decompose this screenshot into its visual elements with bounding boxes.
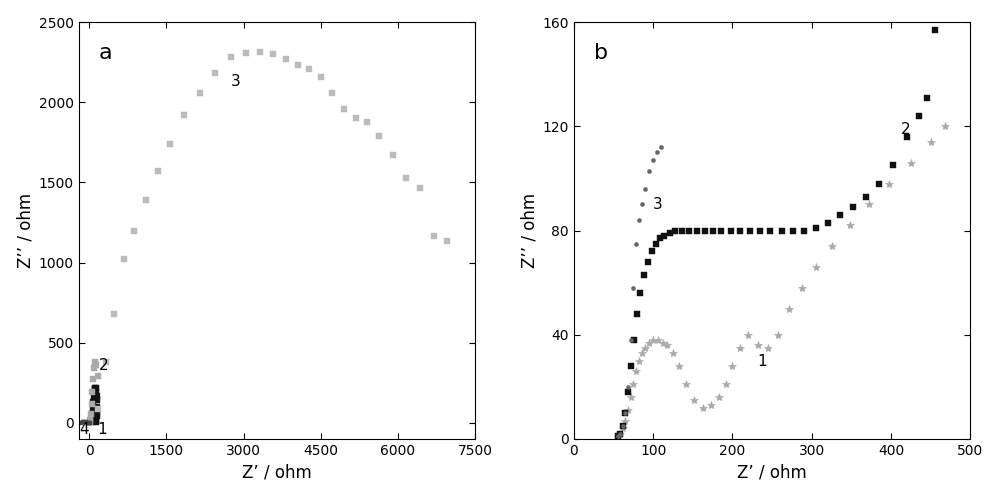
X-axis label: Z’ / ohm: Z’ / ohm xyxy=(737,463,807,482)
Text: 1: 1 xyxy=(97,422,106,437)
Text: 3: 3 xyxy=(231,75,240,90)
Text: 1: 1 xyxy=(758,354,767,369)
Text: b: b xyxy=(594,43,608,63)
Y-axis label: Z’’ / ohm: Z’’ / ohm xyxy=(17,193,35,268)
Text: 2: 2 xyxy=(900,122,910,137)
Text: 4: 4 xyxy=(80,422,89,437)
Text: 2: 2 xyxy=(99,358,108,373)
Text: 3: 3 xyxy=(653,197,663,212)
Text: a: a xyxy=(99,43,112,63)
Y-axis label: Z’’ / ohm: Z’’ / ohm xyxy=(520,193,538,268)
X-axis label: Z’ / ohm: Z’ / ohm xyxy=(242,463,312,482)
